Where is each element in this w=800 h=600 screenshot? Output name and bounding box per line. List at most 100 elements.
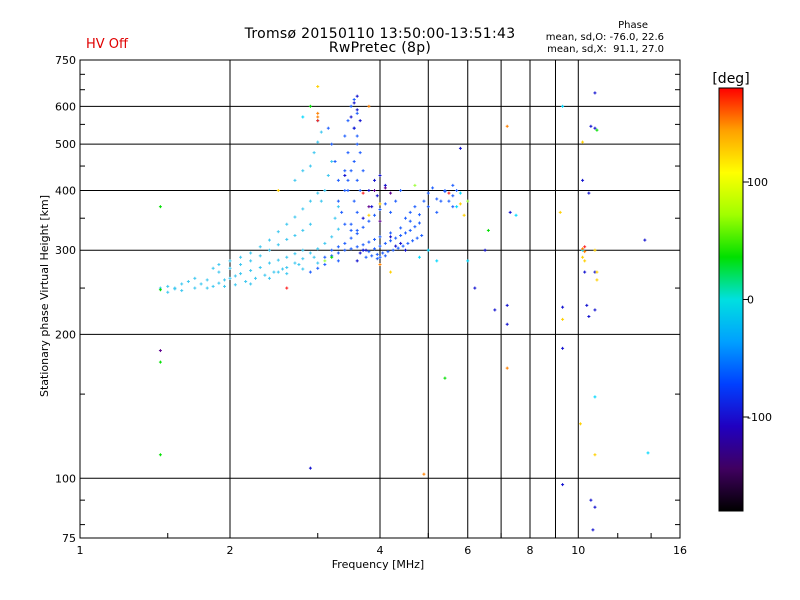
data-point — [312, 255, 316, 259]
data-point — [355, 178, 359, 182]
data-point — [403, 231, 407, 235]
data-point — [378, 173, 382, 177]
data-point — [389, 231, 393, 235]
data-point — [193, 286, 197, 290]
data-point — [408, 219, 412, 223]
data-point — [378, 219, 382, 223]
data-point — [308, 270, 312, 274]
data-points — [158, 85, 650, 532]
data-point — [276, 243, 280, 247]
data-point — [323, 263, 327, 267]
data-point — [180, 282, 184, 286]
data-point — [349, 169, 353, 173]
data-point — [462, 213, 466, 217]
data-point — [319, 130, 323, 134]
data-point — [281, 267, 285, 271]
data-point — [417, 213, 421, 217]
y-tick-label: 400 — [55, 184, 76, 197]
data-point — [443, 376, 447, 380]
data-point — [316, 140, 320, 144]
data-point — [593, 505, 597, 509]
data-point — [411, 239, 415, 243]
data-point — [233, 274, 237, 278]
data-point — [336, 259, 340, 263]
data-point — [455, 188, 459, 192]
data-point — [355, 142, 359, 146]
data-point — [330, 235, 334, 239]
data-point — [285, 237, 289, 241]
data-point — [258, 245, 262, 249]
data-point — [308, 164, 312, 168]
data-point — [396, 246, 400, 250]
data-point — [646, 451, 650, 455]
data-point — [451, 183, 455, 187]
grid — [80, 60, 680, 538]
data-point — [585, 303, 589, 307]
data-point — [439, 199, 443, 203]
data-point — [391, 248, 395, 252]
y-tick-label: 75 — [62, 532, 76, 545]
data-point — [378, 202, 382, 206]
data-point — [323, 255, 327, 259]
data-point — [343, 248, 347, 252]
data-point — [373, 213, 377, 217]
colorbar-tick-label: -100 — [747, 411, 772, 424]
data-point — [355, 108, 359, 112]
x-tick-label: 4 — [377, 544, 384, 557]
data-point — [355, 259, 359, 263]
data-point — [367, 104, 371, 108]
data-point — [415, 236, 419, 240]
data-point — [593, 453, 597, 457]
y-tick-label: 300 — [55, 244, 76, 257]
data-point — [417, 221, 421, 225]
data-point — [239, 272, 243, 276]
data-point — [272, 270, 276, 274]
data-point — [349, 236, 353, 240]
data-point — [367, 188, 371, 192]
data-point — [336, 178, 340, 182]
data-point — [340, 210, 344, 214]
data-point — [381, 251, 385, 255]
data-point — [561, 346, 565, 350]
data-point — [361, 169, 365, 173]
data-point — [581, 247, 585, 251]
data-point — [394, 244, 398, 248]
data-point — [333, 159, 337, 163]
data-point — [316, 247, 320, 251]
phase-stats-x: mean, sd,X: 91.1, 27.0 — [547, 44, 664, 55]
data-point — [367, 219, 371, 223]
data-point — [253, 276, 257, 280]
data-point — [355, 134, 359, 138]
y-tick-label: 200 — [55, 328, 76, 341]
data-point — [426, 191, 430, 195]
data-point — [514, 213, 518, 217]
data-point — [217, 263, 221, 267]
data-point — [378, 235, 382, 239]
x-tick-label: 16 — [673, 544, 687, 557]
y-axis-label: Stationary phase Virtual Height [km] — [38, 195, 51, 397]
data-point — [581, 178, 585, 182]
data-point — [323, 259, 327, 263]
phase-stats: Phase mean, sd,O: -76.0, 22.6 mean, sd,X: … — [546, 20, 664, 56]
data-point — [403, 216, 407, 220]
data-point — [458, 191, 462, 195]
data-point — [301, 228, 305, 232]
hv-status: HV Off — [86, 37, 128, 52]
data-point — [316, 266, 320, 270]
data-point — [399, 226, 403, 230]
data-point — [293, 178, 297, 182]
data-point — [378, 208, 382, 212]
data-point — [316, 111, 320, 115]
data-point — [561, 317, 565, 321]
data-point — [285, 272, 289, 276]
data-point — [458, 146, 462, 150]
data-point — [367, 205, 371, 209]
data-point — [358, 151, 362, 155]
data-point — [435, 210, 439, 214]
data-point — [399, 188, 403, 192]
data-point — [422, 472, 426, 476]
data-point — [558, 210, 562, 214]
data-point — [199, 282, 203, 286]
data-point — [443, 188, 447, 192]
